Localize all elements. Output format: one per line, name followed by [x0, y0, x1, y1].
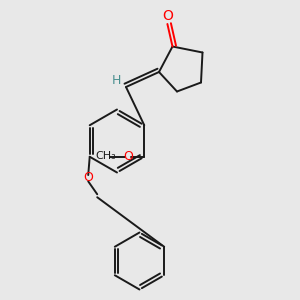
Text: O: O — [162, 9, 173, 22]
Text: H: H — [112, 74, 121, 88]
Text: O: O — [83, 171, 93, 184]
Text: CH₃: CH₃ — [95, 151, 116, 161]
Text: O: O — [123, 150, 133, 163]
